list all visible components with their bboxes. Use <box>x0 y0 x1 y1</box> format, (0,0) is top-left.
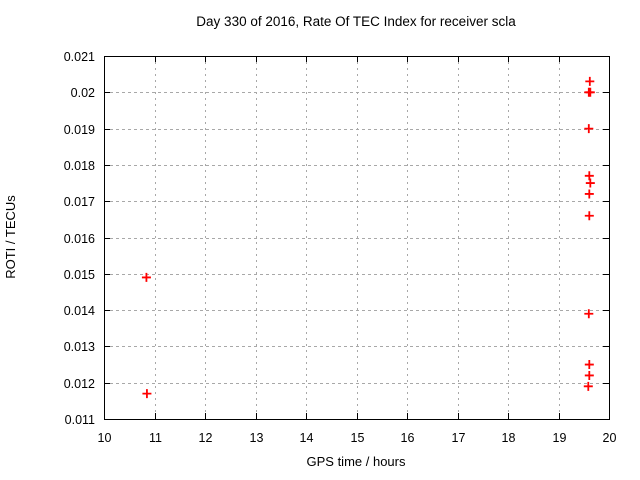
x-tick-label: 15 <box>351 431 365 445</box>
data-point-marker <box>584 360 594 370</box>
chart-title: Day 330 of 2016, Rate Of TEC Index for r… <box>196 14 516 29</box>
y-tick-label: 0.02 <box>71 86 95 100</box>
y-tick-label: 0.017 <box>64 195 95 209</box>
y-tick-label: 0.013 <box>64 340 95 354</box>
data-point-marker <box>584 309 594 319</box>
plot-border <box>104 56 610 420</box>
data-point-marker <box>584 211 594 221</box>
x-tick-label: 17 <box>452 431 466 445</box>
data-point-marker <box>584 124 594 134</box>
y-tick-label: 0.019 <box>64 123 95 137</box>
x-tick-label: 18 <box>502 431 516 445</box>
x-tick-label: 10 <box>98 431 112 445</box>
data-point-marker <box>584 370 594 380</box>
data-point-marker <box>584 189 594 199</box>
x-tick-label: 20 <box>603 431 617 445</box>
y-axis-label: ROTI / TECUs <box>3 195 18 279</box>
data-point-marker <box>584 171 594 181</box>
axis-ticks-layer <box>104 56 610 420</box>
x-axis-label: GPS time / hours <box>307 454 406 469</box>
grid-layer <box>104 56 609 419</box>
data-point-marker <box>583 381 593 391</box>
y-tick-label: 0.021 <box>64 50 95 64</box>
y-tick-label: 0.015 <box>64 268 95 282</box>
y-tick-label: 0.016 <box>64 232 95 246</box>
y-tick-label: 0.012 <box>64 377 95 391</box>
x-tick-label: 12 <box>199 431 213 445</box>
x-tick-label: 16 <box>401 431 415 445</box>
y-tick-label: 0.014 <box>64 304 95 318</box>
data-point-marker <box>141 272 151 282</box>
x-tick-label: 13 <box>250 431 264 445</box>
data-point-marker <box>142 389 152 399</box>
data-points-layer <box>141 76 595 399</box>
data-point-marker <box>585 87 595 97</box>
x-tick-label: 19 <box>553 431 567 445</box>
data-point-marker <box>585 76 595 86</box>
x-tick-label: 14 <box>300 431 314 445</box>
x-tick-label: 11 <box>149 431 162 445</box>
y-tick-label: 0.011 <box>65 413 95 427</box>
tick-label-layer: 10 11 12 13 14 15 16 17 18 19 20 0.011 0.012 0.013 0.0… <box>64 50 617 445</box>
data-point-marker <box>585 178 595 188</box>
y-tick-label: 0.018 <box>64 159 95 173</box>
